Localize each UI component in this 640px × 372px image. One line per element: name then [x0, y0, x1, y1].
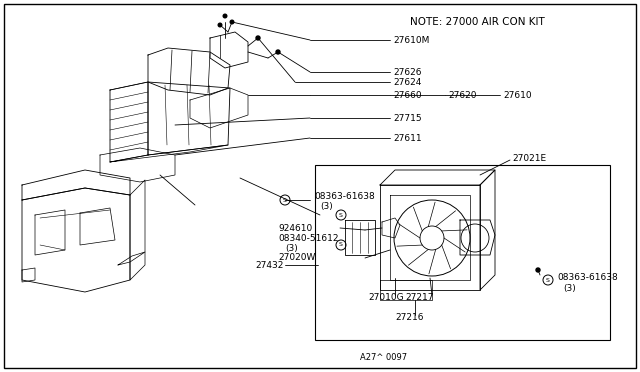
Text: 27620: 27620	[448, 90, 477, 99]
Text: 08340-51612: 08340-51612	[278, 234, 339, 243]
Circle shape	[256, 36, 260, 40]
Text: 27624: 27624	[393, 77, 421, 87]
Text: 27021E: 27021E	[512, 154, 546, 163]
Text: 27610M: 27610M	[393, 35, 429, 45]
Text: 08363-61638: 08363-61638	[557, 273, 618, 282]
Circle shape	[230, 20, 234, 24]
Circle shape	[276, 50, 280, 54]
Text: S: S	[283, 198, 287, 202]
Circle shape	[223, 14, 227, 18]
Text: 27216: 27216	[395, 314, 424, 323]
Text: S: S	[546, 278, 550, 282]
Text: 27432: 27432	[255, 260, 284, 269]
Text: 27611: 27611	[393, 134, 422, 142]
Text: NOTE: 27000 AIR CON KIT: NOTE: 27000 AIR CON KIT	[410, 17, 545, 27]
Text: 08363-61638: 08363-61638	[314, 192, 375, 201]
Text: 27020W: 27020W	[278, 253, 316, 263]
Text: (3): (3)	[320, 202, 333, 211]
Bar	[315, 165, 610, 340]
Text: 27217: 27217	[405, 294, 433, 302]
Text: 27610: 27610	[503, 90, 532, 99]
Text: 27660: 27660	[393, 90, 422, 99]
Text: S: S	[339, 212, 343, 218]
Text: 27010G: 27010G	[368, 294, 404, 302]
Circle shape	[218, 23, 222, 27]
Circle shape	[536, 268, 540, 272]
Text: 924610: 924610	[278, 224, 312, 232]
Text: (3): (3)	[285, 244, 298, 253]
Text: (3): (3)	[563, 283, 576, 292]
Text: 27626: 27626	[393, 67, 422, 77]
Text: S: S	[339, 243, 343, 247]
Text: A27^ 0097: A27^ 0097	[360, 353, 407, 362]
Text: 27715: 27715	[393, 113, 422, 122]
